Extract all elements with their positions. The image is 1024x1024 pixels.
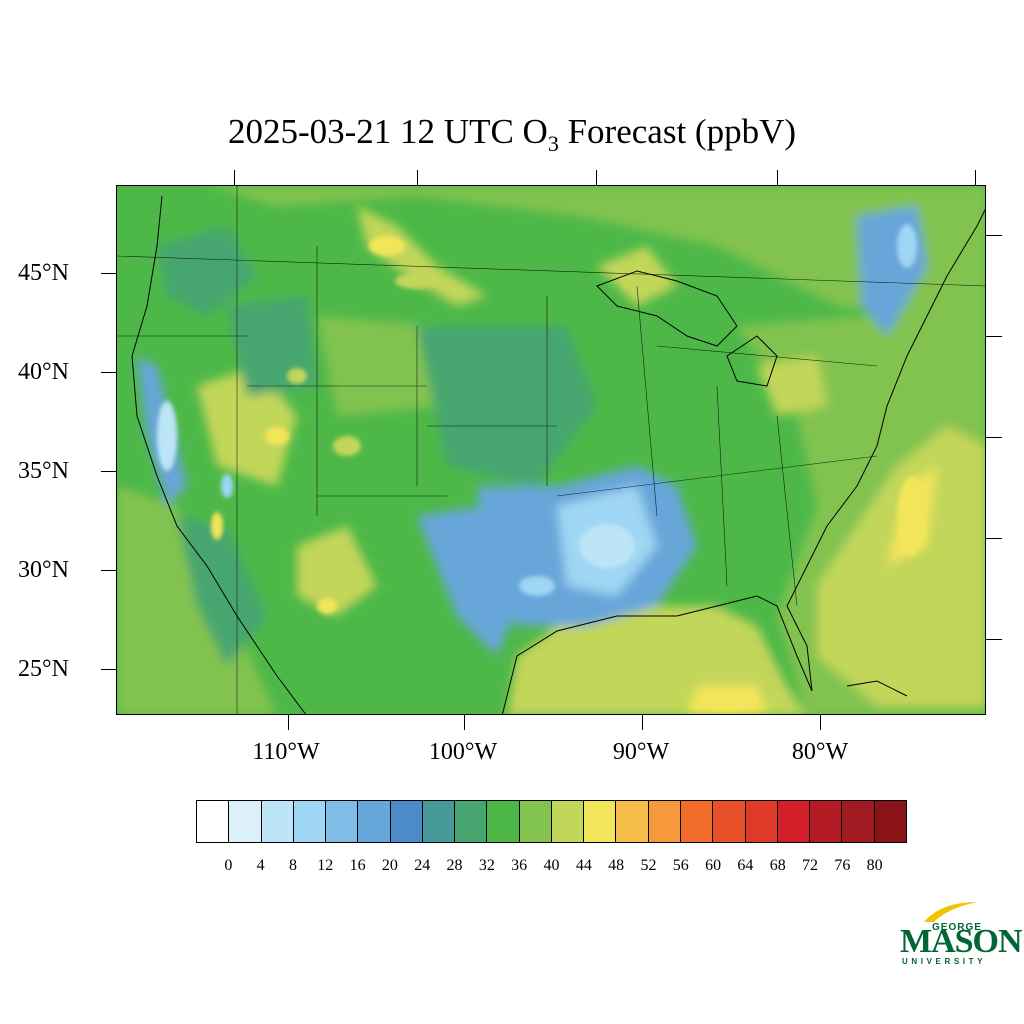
bottom-tick	[820, 715, 821, 730]
colorbar-tick-label: 68	[769, 857, 786, 874]
colorbar-tick-label: 52	[640, 857, 657, 874]
left-tick	[101, 471, 116, 472]
lat-label-35n: 35°N	[18, 458, 69, 484]
lon-label-80w: 80°W	[791, 739, 849, 765]
colorbar-swatch	[745, 801, 778, 842]
colorbar-tick-label: 44	[575, 857, 592, 874]
colorbar-tick-label: 56	[672, 857, 689, 874]
colorbar-swatch	[810, 801, 843, 842]
colorbar-swatch	[713, 801, 746, 842]
colorbar-swatch	[422, 801, 456, 842]
logo-mason-text: MASON	[900, 923, 1023, 960]
logo-university-text: UNIVERSITY	[902, 957, 987, 966]
george-mason-logo: GEORGE MASON UNIVERSITY	[896, 900, 1023, 970]
colorbar-swatch	[648, 801, 681, 842]
left-tick	[101, 570, 116, 571]
right-tick	[986, 336, 1002, 337]
colorbar-swatch	[358, 801, 391, 842]
colorbar-tick-label: 28	[446, 857, 463, 874]
right-tick	[986, 538, 1002, 539]
lat-label-40n: 40°N	[18, 359, 69, 385]
colorbar-swatch	[261, 801, 294, 842]
colorbar-tick-label: 0	[224, 857, 233, 874]
bottom-tick	[464, 715, 465, 730]
left-tick	[101, 273, 116, 274]
title-suffix: Forecast (ppbV)	[558, 112, 796, 151]
logo-george-text: GEORGE	[932, 922, 982, 933]
top-tick	[596, 170, 597, 185]
colorbar-tick-label: 60	[705, 857, 722, 874]
colorbar-swatch	[680, 801, 714, 842]
colorbar-tick-label: 8	[288, 857, 297, 874]
title-prefix: 2025-03-21 12 UTC O	[228, 112, 548, 151]
colorbar-tick-label: 48	[608, 857, 625, 874]
colorbar-swatch	[616, 801, 649, 842]
colorbar-swatch	[229, 801, 262, 842]
colorbar-tick-label: 32	[478, 857, 495, 874]
colorbar-tick-label: 16	[349, 857, 366, 874]
top-tick	[234, 170, 235, 185]
coastlines	[131, 195, 985, 714]
colorbar-swatch	[455, 801, 488, 842]
lon-label-90w: 90°W	[612, 739, 670, 765]
logo-swoosh-icon	[924, 902, 978, 922]
lat-label-25n: 25°N	[18, 656, 69, 682]
colorbar-tick-label: 12	[317, 857, 334, 874]
lat-label-45n: 45°N	[18, 260, 69, 286]
right-tick	[986, 235, 1002, 236]
field-detail	[157, 224, 926, 711]
colorbar-tick-label: 40	[543, 857, 560, 874]
colorbar-tick-label: 20	[381, 857, 398, 874]
colorbar-tick-label: 76	[834, 857, 851, 874]
left-tick	[101, 669, 116, 670]
right-tick	[986, 639, 1002, 640]
colorbar-swatch	[519, 801, 552, 842]
colorbar-swatch	[197, 801, 230, 842]
colorbar-swatch	[390, 801, 423, 842]
colorbar-swatch	[293, 801, 327, 842]
state-borders	[117, 186, 985, 714]
colorbar-swatch	[487, 801, 520, 842]
map-title: 2025-03-21 12 UTC O3 Forecast (ppbV)	[0, 110, 1024, 156]
colorbar-tick-label: 64	[737, 857, 754, 874]
colorbar-tick-label: 80	[866, 857, 883, 874]
colorbar-tick-label: 72	[802, 857, 819, 874]
top-tick	[975, 170, 976, 185]
ozone-forecast-map	[116, 185, 986, 715]
colorbar-swatch	[584, 801, 617, 842]
colorbar-swatch	[874, 801, 906, 842]
top-tick	[417, 170, 418, 185]
colorbar-tick-label: 24	[414, 857, 431, 874]
colorbar-swatch	[551, 801, 585, 842]
colorbar-swatch	[842, 801, 875, 842]
top-tick	[777, 170, 778, 185]
map-field	[117, 186, 985, 714]
left-tick	[101, 372, 116, 373]
colorbar-swatch	[777, 801, 811, 842]
colorbar-tick-label: 4	[256, 857, 265, 874]
bottom-tick	[642, 715, 643, 730]
lat-label-30n: 30°N	[18, 557, 69, 583]
bottom-tick	[288, 715, 289, 730]
lon-label-110w: 110°W	[252, 739, 320, 765]
colorbar	[196, 800, 907, 843]
lon-label-100w: 100°W	[428, 739, 498, 765]
colorbar-tick-label: 36	[511, 857, 528, 874]
right-tick	[986, 437, 1002, 438]
title-subscript: 3	[547, 131, 559, 156]
colorbar-swatch	[326, 801, 359, 842]
